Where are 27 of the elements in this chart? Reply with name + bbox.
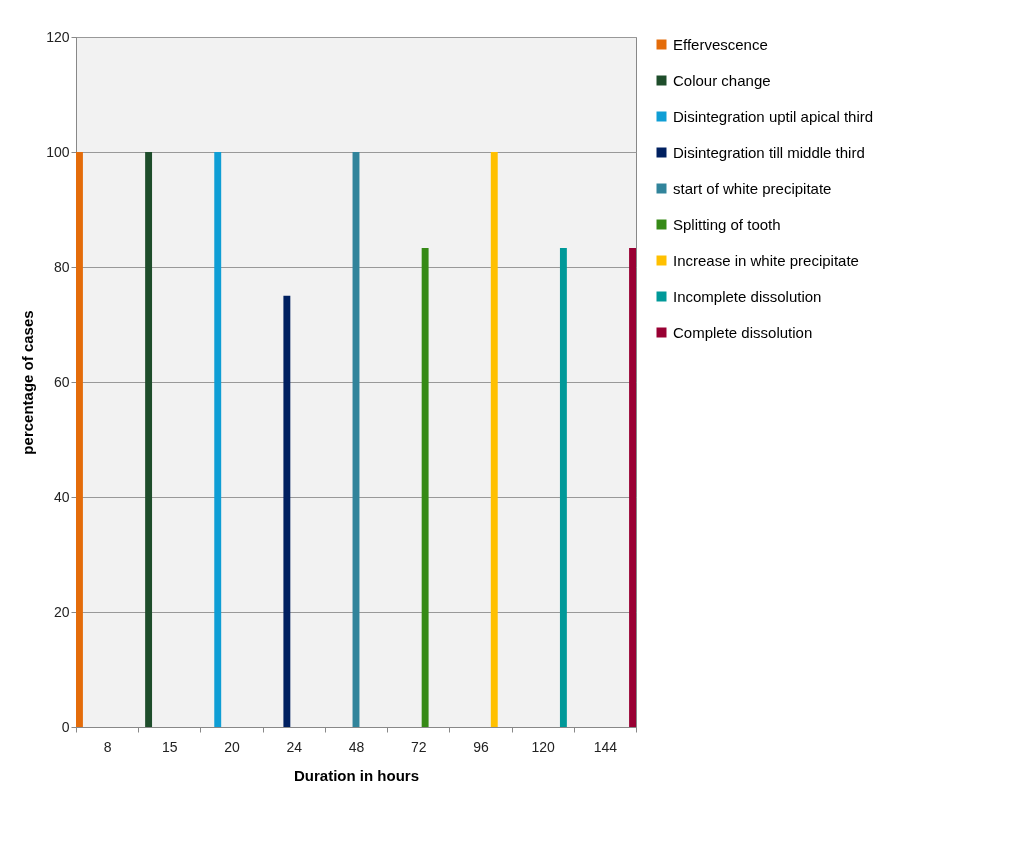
y-tick-label: 20 (53, 603, 70, 620)
x-tick-label: 72 (410, 738, 427, 755)
legend-label: Colour change (673, 71, 771, 89)
x-tick-label: 24 (286, 738, 303, 755)
y-tick-label: 0 (61, 718, 70, 735)
y-tick-label: 80 (53, 258, 70, 275)
legend-label: Incomplete dissolution (673, 287, 822, 305)
y-axis-title: percentage of cases (19, 310, 37, 455)
legend-label: Effervescence (673, 35, 768, 53)
x-tick-label: 20 (224, 738, 241, 755)
x-tick-label: 144 (593, 738, 618, 755)
x-tick-label: 15 (162, 738, 178, 755)
x-tick-label: 120 (531, 738, 556, 755)
y-tick-label: 120 (46, 28, 70, 45)
legend-label: Complete dissolution (673, 323, 813, 341)
y-tick-label: 40 (53, 488, 70, 505)
legend-label: start of white precipitate (673, 179, 832, 197)
x-tick-label: 48 (348, 738, 365, 755)
x-axis-title: Duration in hours (294, 766, 419, 784)
legend-label: Disintegration uptil apical third (673, 107, 874, 125)
legend-label: Increase in white precipitate (673, 251, 859, 269)
y-tick-label: 60 (53, 373, 70, 390)
y-tick-label: 100 (46, 143, 70, 160)
x-tick-label: 96 (473, 738, 489, 755)
legend-label: Splitting of tooth (673, 215, 781, 233)
legend-label: Disintegration till middle third (673, 143, 865, 161)
x-tick-label: 8 (103, 738, 112, 755)
